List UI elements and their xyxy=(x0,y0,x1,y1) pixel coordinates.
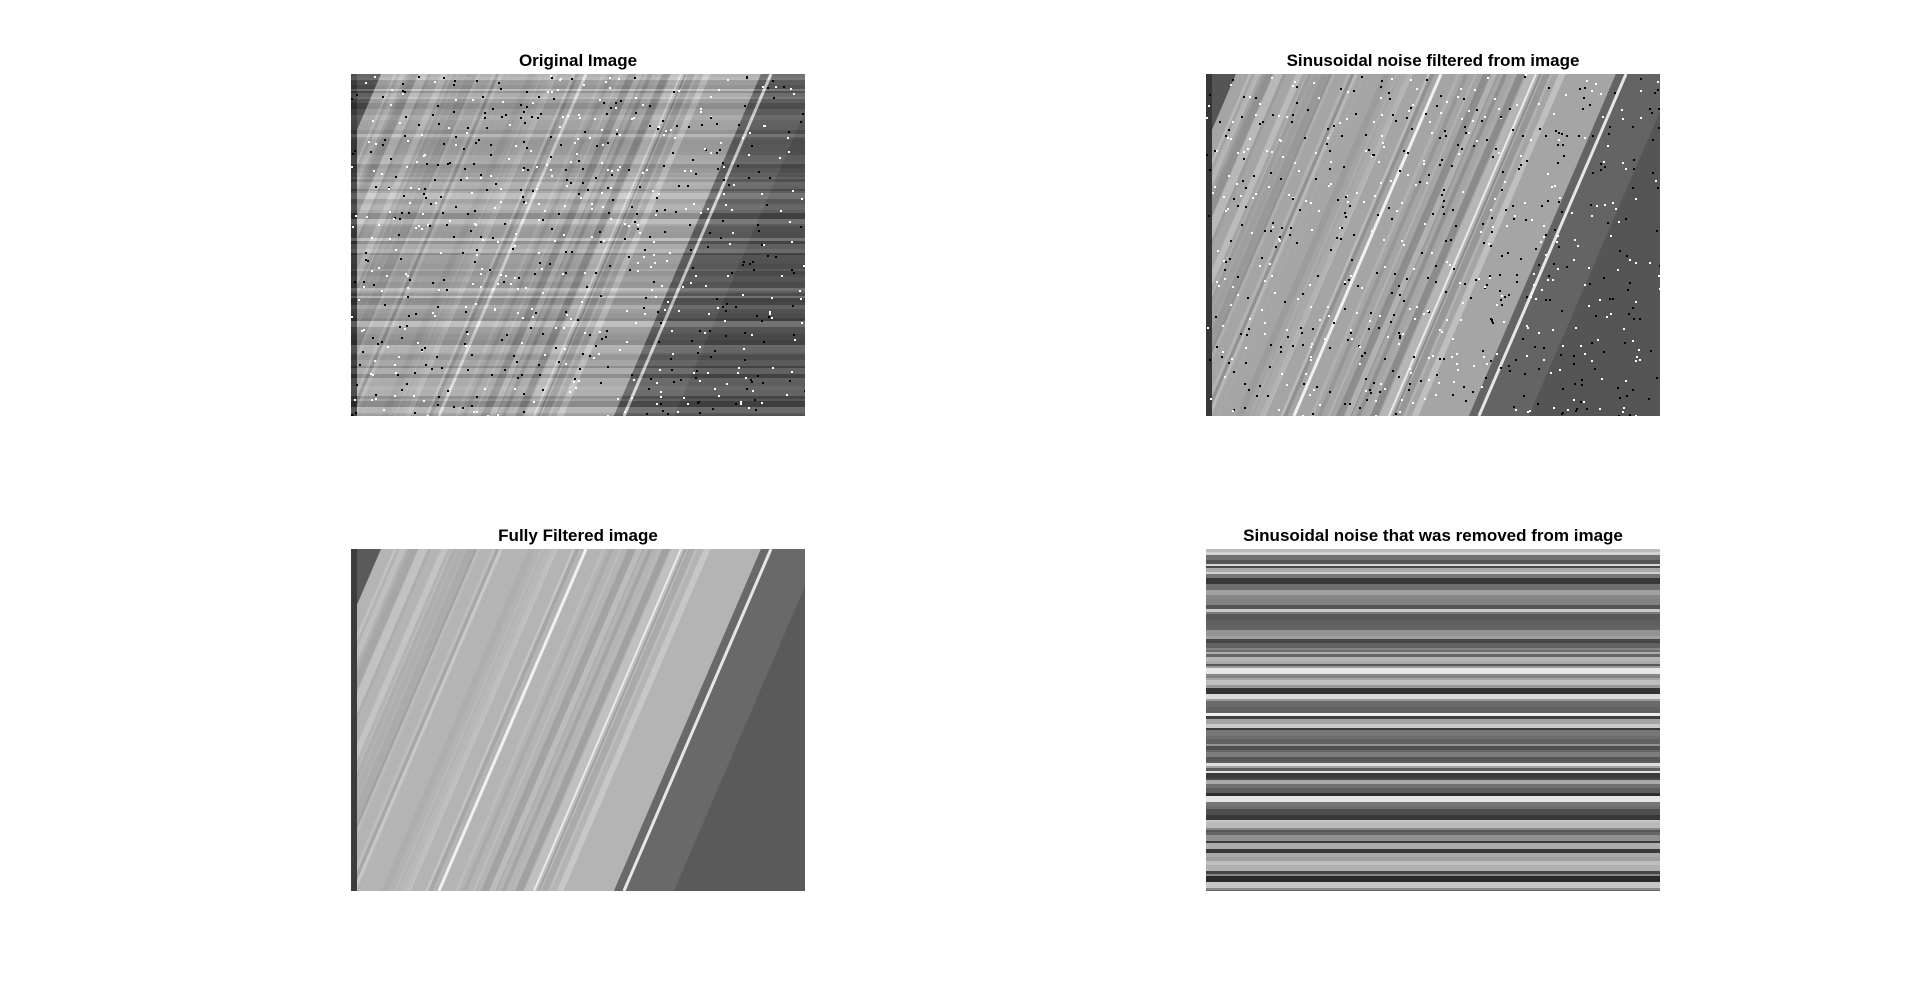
panel-title: Fully Filtered image xyxy=(498,526,658,545)
panel-title: Sinusoidal noise filtered from image xyxy=(1286,51,1580,70)
removed-noise-image-canvas xyxy=(1206,549,1660,891)
removed-noise-image xyxy=(1206,549,1660,891)
original-image xyxy=(351,74,805,416)
panel-title: Original Image xyxy=(518,51,638,70)
panel-title: Sinusoidal noise that was removed from i… xyxy=(1243,526,1623,545)
fully-filtered-image xyxy=(351,549,805,891)
sinusoidal-filtered-image xyxy=(1206,74,1660,416)
original-image-canvas xyxy=(351,74,805,416)
fully-filtered-image-canvas xyxy=(351,549,805,891)
sinusoidal-filtered-image-canvas xyxy=(1206,74,1660,416)
